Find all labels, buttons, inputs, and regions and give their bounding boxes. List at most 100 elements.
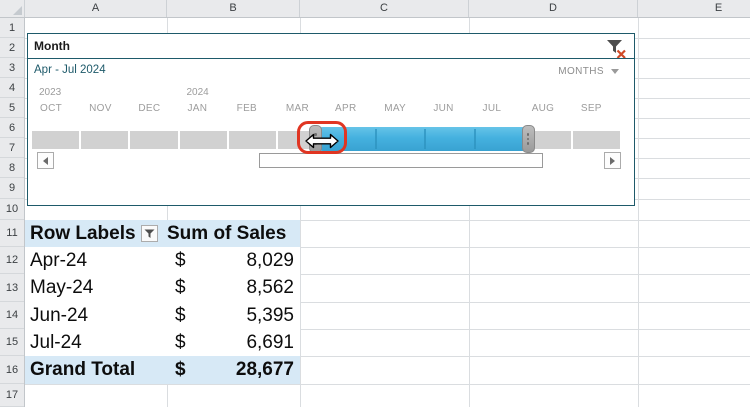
pivot-row-currency: $ [175, 304, 186, 326]
row-header-14[interactable]: 14 [0, 302, 24, 329]
timeline-month-segment-sep[interactable] [572, 131, 621, 149]
timeline-month-label-feb: FEB [236, 103, 258, 114]
timeline-selection-right-handle[interactable] [521, 125, 535, 153]
pivot-row-currency: $ [175, 331, 186, 353]
gridline [25, 302, 750, 303]
pivot-row-label: May-24 [30, 277, 94, 298]
timeline-scroll-left-button[interactable] [37, 152, 54, 169]
pivot-row-label: Jul-24 [30, 331, 82, 353]
row-header-4[interactable]: 4 [0, 78, 24, 98]
gridline [25, 329, 750, 330]
arrow-right-icon [610, 156, 615, 165]
timeline-month-segment-oct[interactable] [32, 131, 80, 149]
pivot-row-may-24[interactable]: May-24 $8,562 [25, 274, 300, 302]
grip-dot [526, 142, 530, 145]
timeline-year-label-2023: 2023 [39, 87, 62, 98]
row-header-2[interactable]: 2 [0, 38, 24, 58]
gridline [25, 384, 750, 385]
grand-total-label: Grand Total [30, 359, 136, 380]
pivot-row-currency: $ [175, 249, 186, 271]
timeline-slicer: Month Apr - Jul 2024 MONTHS OCT NOV DEC JAN… [27, 33, 635, 206]
pivot-header-row: Row Labels Sum of Sales [25, 220, 300, 247]
gridline [638, 18, 639, 407]
arrow-left-icon [43, 156, 48, 165]
timeline-selection-divider [424, 129, 427, 149]
funnel-clear-filter-icon [607, 40, 626, 59]
gridline [25, 274, 750, 275]
column-header-D[interactable]: D [469, 0, 638, 17]
row-header-17[interactable]: 17 [0, 384, 24, 407]
row-header-10[interactable]: 10 [0, 199, 24, 220]
gridline [167, 18, 168, 407]
column-header-A[interactable]: A [25, 0, 167, 17]
pivot-grand-total-row[interactable]: Grand Total $ 28,677 [25, 356, 300, 384]
timeline-month-segment-feb[interactable] [228, 131, 276, 149]
timeline-month-label-apr: APR [335, 103, 357, 114]
pivot-row-value: 6,691 [246, 331, 294, 353]
pivot-row-value: 8,029 [246, 249, 294, 271]
pivot-values-header: Sum of Sales [167, 222, 287, 244]
pivot-row-jun-24[interactable]: Jun-24 $5,395 [25, 302, 300, 329]
row-header-15[interactable]: 15 [0, 329, 24, 356]
row-header-3[interactable]: 3 [0, 58, 24, 78]
clear-filter-button[interactable] [605, 38, 627, 60]
timeline-month-label-nov: NOV [89, 103, 112, 114]
gridline [25, 220, 750, 221]
column-header-E[interactable]: E [638, 0, 750, 17]
funnel-icon [144, 229, 155, 238]
grip-dot [526, 133, 530, 136]
timeline-month-label-mar: MAR [285, 103, 309, 114]
timeline-month-label-oct: OCT [40, 103, 63, 114]
pivot-row-jul-24[interactable]: Jul-24 $6,691 [25, 329, 300, 356]
pivot-row-currency: $ [175, 277, 186, 298]
timeline-title: Month [34, 39, 70, 53]
row-header-9[interactable]: 9 [0, 178, 24, 199]
column-header-B[interactable]: B [167, 0, 300, 17]
row-header-12[interactable]: 12 [0, 247, 24, 274]
timeline-month-label-may: MAY [384, 103, 407, 114]
pivot-row-label: Jun-24 [30, 304, 89, 326]
pivot-row-apr-24[interactable]: Apr-24 $8,029 [25, 247, 300, 274]
pivot-row-labels-header: Row Labels [30, 222, 136, 244]
pivot-row-label: Apr-24 [30, 249, 88, 271]
timeline-month-label-jul: JUL [482, 103, 502, 114]
select-all-triangle-icon [13, 6, 22, 15]
row-header-13[interactable]: 13 [0, 274, 24, 302]
select-all-corner[interactable] [0, 0, 25, 17]
pivot-row-value: 8,562 [246, 277, 294, 298]
chevron-down-icon [611, 69, 619, 74]
time-level-dropdown[interactable]: MONTHS [558, 66, 619, 77]
row-header-6[interactable]: 6 [0, 118, 24, 138]
timeline-header-divider [28, 58, 634, 59]
timeline-month-segment-jan[interactable] [179, 131, 227, 149]
pivot-table: Row Labels Sum of Sales Apr-24 $8,029 May-… [25, 220, 300, 384]
grip-dot [526, 137, 530, 141]
row-header-5[interactable]: 5 [0, 98, 24, 118]
gridline [300, 18, 301, 407]
timeline-month-label-sep: SEP [580, 103, 602, 114]
click-annotation-red-box [297, 121, 347, 154]
row-header-11[interactable]: 11 [0, 220, 24, 247]
timeline-month-label-aug: AUG [531, 103, 555, 114]
timeline-scrollbar-thumb[interactable] [259, 153, 543, 168]
timeline-selection-bar[interactable] [314, 127, 535, 151]
row-header-7[interactable]: 7 [0, 138, 24, 158]
pivot-row-value: 5,395 [246, 304, 294, 326]
row-labels-filter-button[interactable] [141, 225, 158, 242]
timeline-month-segment-nov[interactable] [81, 131, 129, 149]
column-header-C[interactable]: C [300, 0, 469, 17]
timeline-selection-divider [473, 129, 476, 149]
row-header-1[interactable]: 1 [0, 18, 24, 38]
row-header-16[interactable]: 16 [0, 356, 24, 384]
grand-total-value: 28,677 [235, 359, 294, 380]
timeline-month-segment-dec[interactable] [130, 131, 178, 149]
gridline [469, 18, 470, 407]
timeline-month-label-jan: JAN [187, 103, 208, 114]
row-header-strip: 1 2 3 4 5 6 7 8 9 10 11 12 13 14 15 16 17 [0, 18, 25, 407]
timeline-month-segment-aug[interactable] [523, 131, 571, 149]
row-header-8[interactable]: 8 [0, 158, 24, 178]
grand-total-currency: $ [175, 359, 186, 380]
timeline-scroll-right-button[interactable] [604, 152, 621, 169]
